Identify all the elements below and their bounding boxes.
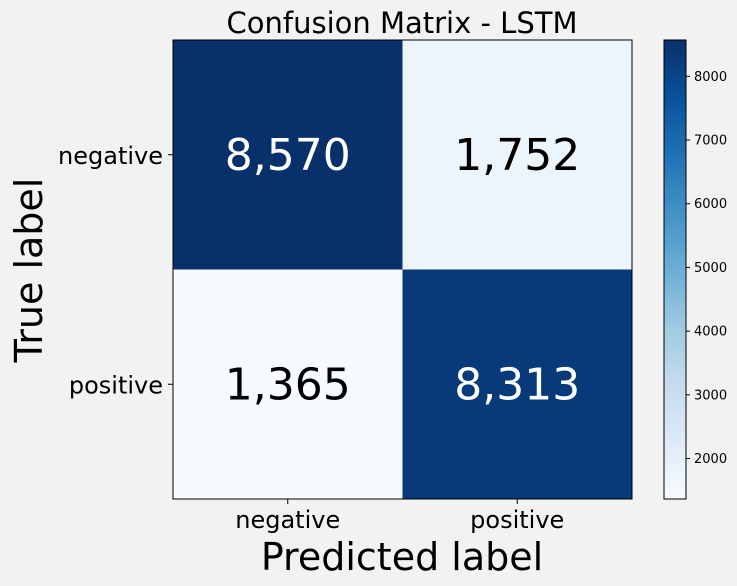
x-tick-label-0: negative bbox=[235, 506, 340, 534]
axis-ticks: negative positive negative positive bbox=[58, 142, 564, 534]
cell-value-0-0: 8,570 bbox=[225, 130, 351, 181]
matrix-cell-1-0 bbox=[173, 269, 403, 499]
cell-value-1-1: 8,313 bbox=[454, 359, 580, 410]
y-axis-label: True label bbox=[7, 178, 51, 364]
x-axis-label: Predicted label bbox=[261, 535, 543, 579]
cell-value-1-0: 1,365 bbox=[225, 359, 351, 410]
y-tick-label-0: negative bbox=[58, 142, 163, 170]
colorbar bbox=[663, 39, 687, 500]
colorbar-tick-label-5: 7000 bbox=[694, 134, 727, 149]
colorbar-ticks: 2000 3000 4000 5000 6000 7000 8000 bbox=[686, 70, 727, 467]
matrix-frame bbox=[172, 39, 633, 500]
y-tick-label-1: positive bbox=[69, 371, 163, 399]
colorbar-tick-label-0: 2000 bbox=[694, 452, 727, 467]
matrix-cell-0-0 bbox=[173, 40, 403, 270]
colorbar-tick-label-4: 6000 bbox=[694, 197, 727, 212]
matrix-cell-1-1 bbox=[402, 269, 632, 499]
x-tick-label-1: positive bbox=[470, 506, 564, 534]
matrix-grid: 8,570 1,752 1,365 8,313 bbox=[173, 40, 632, 499]
cell-value-0-1: 1,752 bbox=[454, 130, 580, 181]
colorbar-tick-label-1: 3000 bbox=[694, 388, 727, 403]
colorbar-tick-label-2: 4000 bbox=[694, 325, 727, 340]
colorbar-tick-label-3: 5000 bbox=[694, 261, 727, 276]
matrix-cell-0-1 bbox=[402, 40, 632, 270]
colorbar-tick-label-6: 8000 bbox=[694, 70, 727, 85]
chart-title: Confusion Matrix - LSTM bbox=[227, 6, 578, 40]
